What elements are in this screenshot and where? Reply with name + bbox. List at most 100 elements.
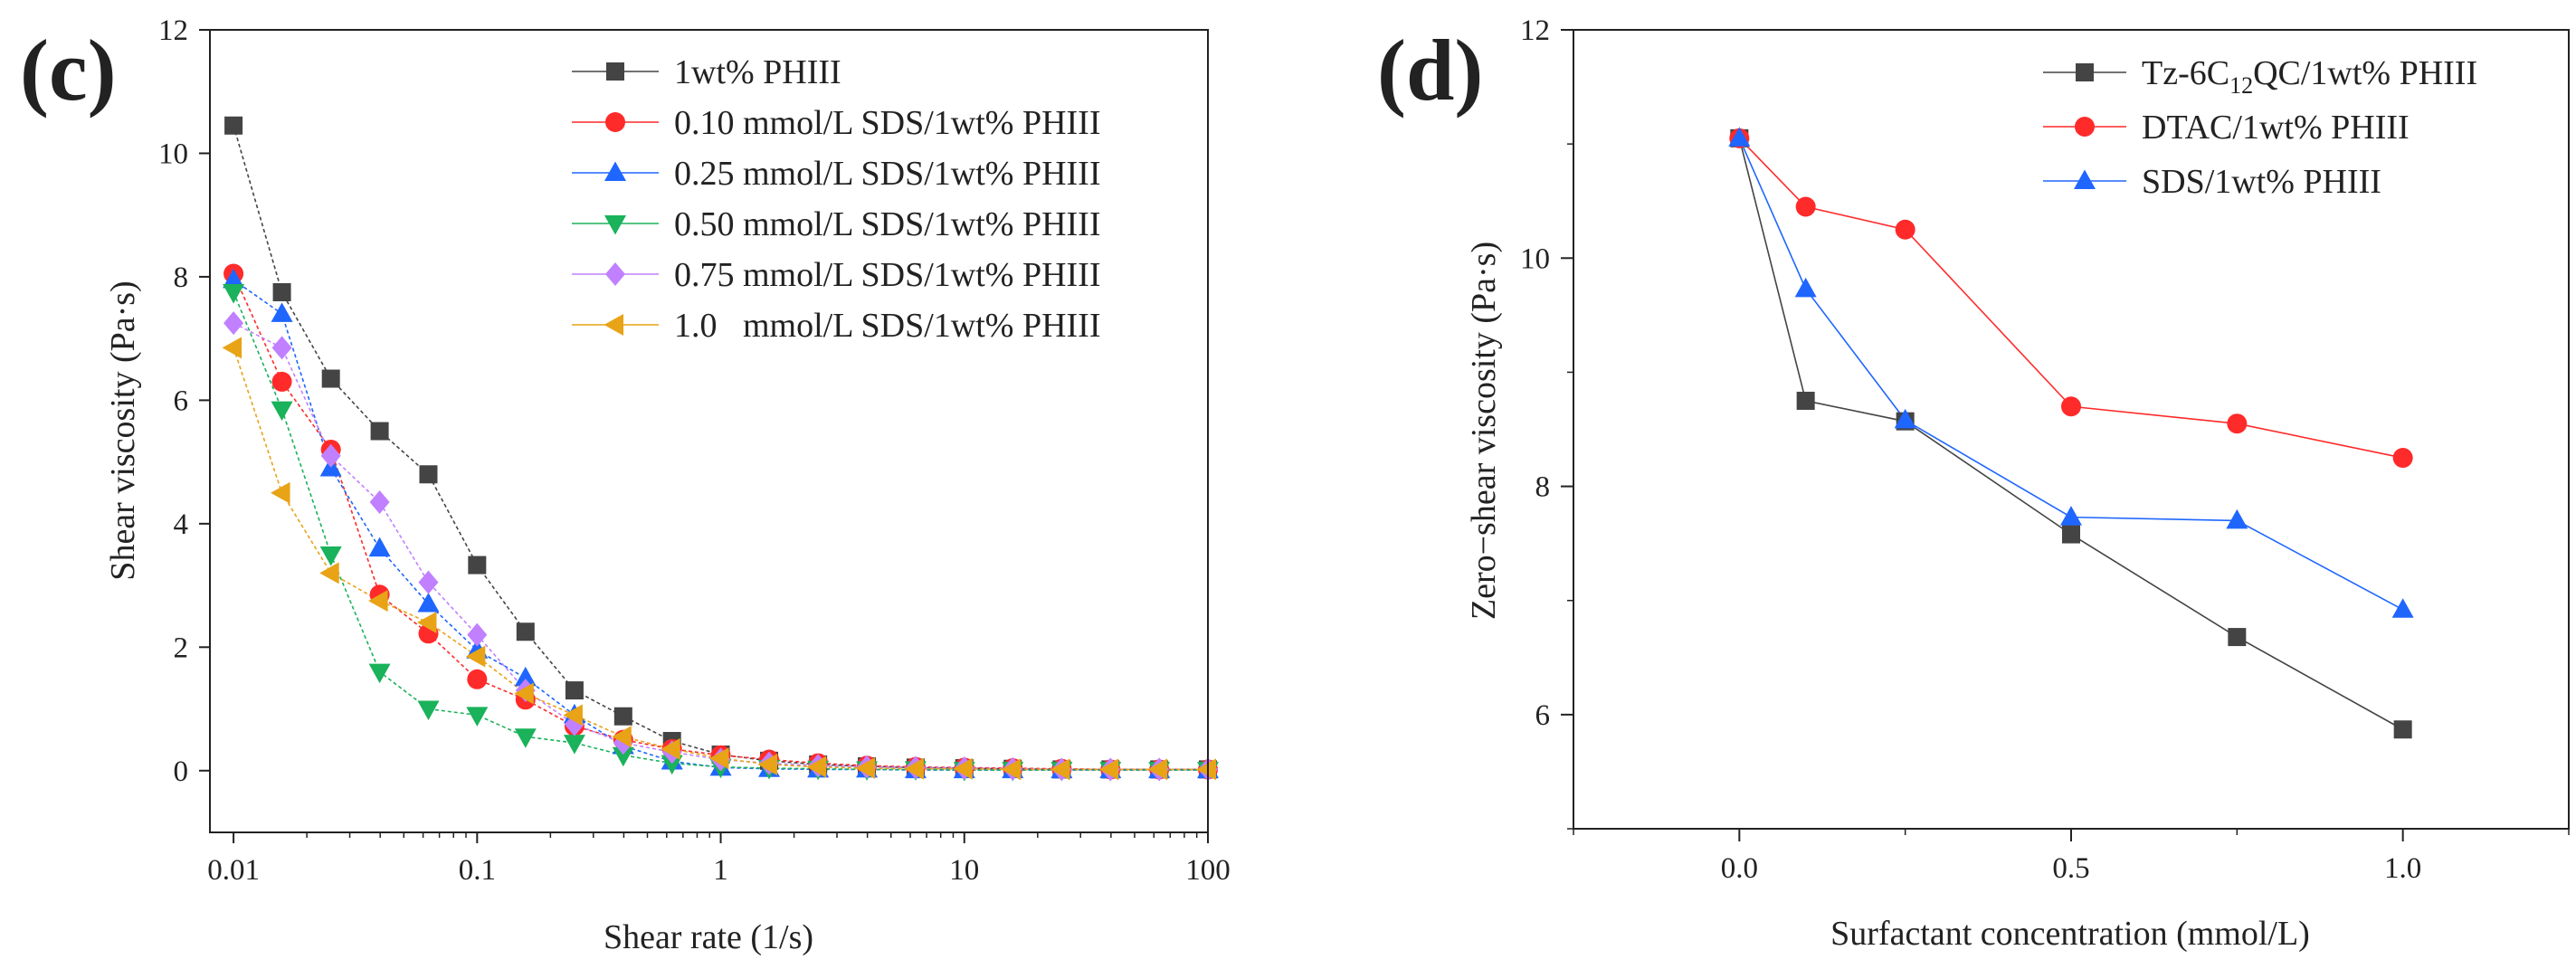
panel-c-y-tick-label: 0: [174, 755, 189, 788]
panel-d-data-point: [2226, 508, 2248, 529]
panel-d-data-point: [2061, 396, 2081, 417]
panel-c-data-point: [321, 369, 340, 388]
panel-d-data-point: [2392, 448, 2413, 469]
panel-c-legend-marker: [606, 62, 624, 81]
panel-d-y-tick-label: 12: [1520, 14, 1550, 47]
panel-d-legend-label: DTAC/1wt% PHIII: [2142, 109, 2410, 147]
panel-c-legend-label: 0.25 mmol/L SDS/1wt% PHIII: [674, 155, 1101, 193]
panel-c-data-point: [565, 681, 584, 700]
panel-c-legend: 1wt% PHIII 0.10 mmol/L SDS/1wt% PHIII 0.25…: [572, 53, 1101, 345]
panel-d-data-point: [2060, 506, 2082, 526]
panel-c-y-tick-label: 12: [158, 14, 188, 47]
panel-c-data-point: [467, 622, 488, 647]
panel-c-data-point: [709, 747, 729, 770]
panel-d: (d) 0.0 0.5 1.0 6 8 10 12 Surfactant concentr…: [1377, 14, 2570, 953]
panel-c-data-point: [419, 465, 438, 484]
panel-c-legend-label: 0.50 mmol/L SDS/1wt% PHIII: [674, 205, 1101, 243]
panel-d-series-line: [1738, 138, 2403, 459]
panel-c-data-point: [222, 337, 242, 359]
panel-c-x-tick-label: 0.01: [207, 854, 260, 887]
panel-c-data-point: [368, 663, 391, 684]
panel-c-data-point: [514, 682, 534, 705]
panel-c-x-tick-label: 1: [713, 854, 728, 887]
panel-c-data-point: [417, 700, 440, 721]
panel-c-legend-marker: [605, 112, 625, 132]
panel-d-y-tick-label: 10: [1520, 242, 1550, 275]
panel-c-data-point: [1001, 758, 1022, 781]
panel-c-data-point: [1147, 758, 1168, 781]
panel-c-tag: (c): [20, 22, 117, 119]
panel-c-data-point: [904, 757, 924, 780]
panel-c-legend-label: 1wt% PHIII: [674, 53, 841, 91]
panel-c-data-point: [468, 556, 487, 575]
panel-d-data-point: [2391, 598, 2414, 618]
panel-c-legend-marker: [604, 215, 626, 235]
panel-c-y-tick-label: 2: [174, 632, 189, 664]
panel-c-legend-label: 0.10 mmol/L SDS/1wt% PHIII: [674, 104, 1101, 142]
panel-d-data-point: [1796, 391, 1815, 410]
panel-d-data-point: [1895, 219, 1915, 240]
panel-d-data-point: [1794, 277, 1817, 298]
panel-c-data-point: [514, 666, 537, 687]
panel-c-data-point: [271, 481, 290, 504]
panel-c-x-tick-label: 10: [949, 854, 979, 887]
panel-c-x-tick-label: 0.1: [459, 854, 496, 887]
panel-c-data-point: [563, 735, 585, 755]
panel-c-series-line: [233, 279, 1208, 771]
panel-c-data-point: [953, 757, 973, 780]
panel-d-legend-marker: [2074, 169, 2096, 189]
panel-c-x-axis-label: Shear rate (1/s): [604, 918, 813, 956]
panel-d-legend-marker: [2075, 117, 2095, 137]
panel-c-data-point: [563, 704, 583, 727]
panel-c-data-point: [223, 311, 244, 336]
panel-c-data-point: [855, 757, 876, 780]
panel-c-data-point: [224, 116, 243, 135]
panel-d-data-point: [2228, 628, 2247, 647]
panel-c-y-axis-label: Shear viscosity (Pa·s): [104, 280, 142, 580]
panel-c-legend-marker: [604, 161, 626, 181]
panel-c-data-point: [418, 570, 439, 594]
panel-d-x-tick-label: 0.0: [1721, 852, 1758, 885]
panel-c-data-point: [1050, 758, 1070, 781]
panel-d-data-point: [2062, 525, 2080, 544]
panel-d-x-axis-label: Surfactant concentration (mmol/L): [1830, 915, 2310, 953]
panel-d-data-point: [2227, 413, 2248, 434]
panel-c-data-point: [612, 726, 632, 748]
panel-c-legend-marker: [605, 262, 625, 286]
panel-c-legend-marker: [604, 314, 623, 336]
panel-d-data-point: [1728, 127, 1751, 147]
panel-c-data-point: [757, 753, 778, 775]
panel-c-data-point: [466, 707, 489, 727]
panel-c-data-point: [612, 746, 634, 767]
panel-c-data-point: [271, 336, 292, 360]
panel-c-data-point: [370, 422, 389, 441]
panel-c-data-point: [368, 537, 391, 557]
panel-c-legend-label: 1.0 mmol/L SDS/1wt% PHIII: [674, 307, 1101, 345]
panel-c-y-tick-label: 8: [174, 261, 189, 294]
panel-d-data-point: [2393, 720, 2412, 739]
panel-d-y-tick-label: 6: [1535, 699, 1551, 732]
panel-d-legend: Tz-6C12QC/1wt% PHIII DTAC/1wt% PHIII SDS/1…: [2043, 54, 2477, 201]
panel-c-data-point: [806, 755, 827, 778]
panel-c-y-tick-label: 10: [158, 138, 188, 170]
panel-c-data-point: [1098, 758, 1119, 781]
panel-c-data-point: [417, 593, 440, 613]
panel-c-series-line: [233, 291, 1208, 771]
panel-c-data-point: [613, 707, 632, 726]
panel-c-data-point: [465, 645, 486, 668]
panel-c-data-point: [661, 755, 683, 775]
panel-c-data-point: [467, 669, 488, 689]
panel-c-x-tick-label: 100: [1185, 854, 1231, 887]
panel-d-x-tick-label: 1.0: [2384, 852, 2421, 885]
panel-c-series-line: [233, 347, 1208, 771]
panel-c-data-point: [223, 268, 245, 289]
panel-c-data-point: [271, 371, 292, 392]
panel-d-axes-frame: [1573, 29, 2570, 830]
panel-d-legend-marker: [2076, 63, 2094, 81]
panel-d-y-tick-label: 8: [1535, 471, 1551, 504]
panel-c-data-point: [1196, 758, 1216, 781]
panel-c-data-point: [271, 302, 293, 322]
panel-c-data-point: [516, 622, 535, 641]
panel-d-data-point: [1894, 408, 1916, 429]
panel-c-data-point: [272, 282, 291, 301]
